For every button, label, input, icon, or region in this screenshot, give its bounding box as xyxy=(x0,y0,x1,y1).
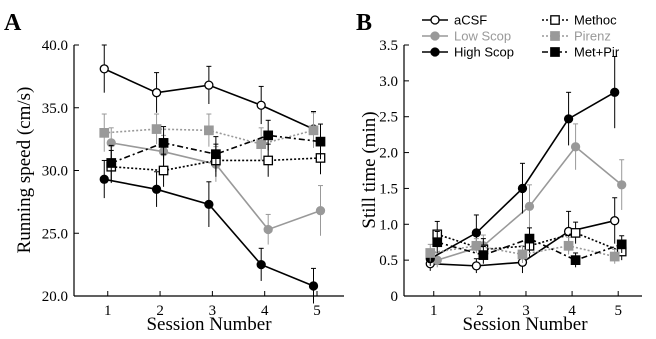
panel-b-series-highscop-point xyxy=(610,87,620,97)
panel-a-series-lowscop-point xyxy=(263,224,273,235)
panel-a-x-tick-label: 4 xyxy=(261,303,269,319)
panel-b-series-pirenz-point xyxy=(609,251,620,262)
panel-a-series-highscop-point xyxy=(99,174,109,184)
panel-b-series-methoc-line xyxy=(437,232,622,253)
panel-b-series-highscop-point xyxy=(471,228,482,238)
panel-b-x-tick-label: 1 xyxy=(430,303,438,319)
legend-metpir-label: Met+Pir xyxy=(574,45,620,60)
legend-methoc-label: Methoc xyxy=(574,13,617,28)
panel-b-x-axis-title: Session Number xyxy=(462,314,588,335)
panel-a-series-metpir-point xyxy=(263,130,274,141)
panel-b-y-tick-label: 1.5 xyxy=(379,181,398,197)
panel-a-series-acsf-point xyxy=(151,88,162,98)
panel-b-series-metpir-point xyxy=(524,233,535,244)
panel-b-series-pirenz-point xyxy=(425,248,436,258)
panel-a-series-highscop-point xyxy=(151,184,162,194)
legend-acsf-label: aCSF xyxy=(454,13,487,28)
legend-lowscop-label: Low Scop xyxy=(454,29,511,44)
panel-a-series-highscop-point xyxy=(204,199,214,210)
panel-b-series-metpir-point xyxy=(432,237,443,248)
panel-b-y-tick-label: 0 xyxy=(391,289,399,305)
panel-a-series-metpir-line xyxy=(110,134,321,164)
panel-b-series-acsf-point xyxy=(471,261,482,271)
panel-b-series-pirenz-point xyxy=(471,240,482,251)
panel-a-x-tick-label: 5 xyxy=(313,303,321,319)
panel-a-series-metpir-point xyxy=(158,138,169,148)
panel-a-series-pirenz-point xyxy=(308,125,319,136)
panel-a-x-axis-title: Session Number xyxy=(146,314,272,335)
panel-a-series-pirenz-point xyxy=(99,127,110,138)
panel-a-series-metpir-point xyxy=(315,136,326,147)
panel-b-y-axis-title: Still time (min) xyxy=(359,111,380,228)
panel-a-y-tick-label: 35.0 xyxy=(42,101,68,117)
panel-a-x-tick-label: 1 xyxy=(104,303,112,319)
panel-a-y-axis-title: Running speed (cm/s) xyxy=(14,87,35,254)
panel-a-series-metpir-point xyxy=(211,149,221,160)
panel-b-series-pirenz-point xyxy=(563,240,574,251)
panel-a-series-acsf-point xyxy=(204,80,214,90)
panel-a-series-highscop-point xyxy=(256,259,266,270)
panel-b-series-acsf-point xyxy=(610,216,620,226)
panel-b-series-highscop-point xyxy=(517,183,528,194)
panel-a-y-tick-label: 40.0 xyxy=(42,38,68,54)
panel-a-y-tick-label: 25.0 xyxy=(42,226,68,242)
panel-b-x-tick-label: 3 xyxy=(522,303,530,319)
legend-pirenz-marker xyxy=(550,31,560,41)
panel-a-chart: 20.0 25.0 30.0 35.0 40.0 1 2 3 4 5 Session Number R… xyxy=(14,38,344,335)
panel-b-x-tick-label: 5 xyxy=(614,303,622,319)
panel-a-series-metpir-point xyxy=(106,158,117,168)
panel-b-series-lowscop-point xyxy=(570,142,581,152)
panel-b-y-tick-label: 2.5 xyxy=(379,110,398,126)
panel-b-y-tick-label: 0.5 xyxy=(379,253,398,269)
legend-metpir-marker xyxy=(550,47,560,57)
panel-b-y-tick-label: 3.5 xyxy=(379,38,398,54)
legend-methoc-marker xyxy=(550,15,560,25)
panel-b-chart: 0 0.5 1.0 1.5 2.0 2.5 3.0 3.5 1 2 3 4 5 Session Numbe… xyxy=(359,38,642,335)
panel-a-y-tick-label: 30.0 xyxy=(42,164,68,180)
panel-a-series-pirenz-point xyxy=(256,139,267,149)
panel-a-series-pirenz-point xyxy=(151,124,162,134)
panel-b-series-metpir-point xyxy=(616,239,627,250)
panel-a-series-methoc-point xyxy=(158,165,169,176)
panel-b-series-lowscop-point xyxy=(524,201,535,212)
panel-b-y-tick-label: 3.0 xyxy=(379,74,398,90)
panel-b-letter: B xyxy=(356,10,372,36)
panel-b-series-pirenz-point xyxy=(517,249,528,260)
panel-b-y-tick-label: 1.0 xyxy=(379,217,398,233)
panel-b-series-metpir-point xyxy=(478,250,489,260)
panel-a-series-acsf-point xyxy=(99,64,109,74)
panel-b-series-highscop-point xyxy=(563,114,574,124)
legend-pirenz-label: Pirenz xyxy=(574,29,611,44)
panel-b-series-methoc-point xyxy=(570,228,581,238)
panel-a-series-lowscop-point xyxy=(315,206,326,216)
legend-acsf-marker xyxy=(430,15,440,25)
panel-b-series-lowscop-point xyxy=(617,180,627,190)
panel-b-x-tick-label: 4 xyxy=(568,303,576,319)
panel-a-series-acsf-point xyxy=(256,100,266,110)
panel-a-letter: A xyxy=(4,10,22,36)
panel-b-x-tick-label: 2 xyxy=(476,303,484,319)
panel-b-series-metpir-point xyxy=(570,255,581,265)
legend-highscop-marker xyxy=(430,47,440,57)
legend-highscop-label: High Scop xyxy=(454,45,514,60)
panel-a-x-tick-label: 3 xyxy=(209,303,217,319)
panel-a-series-highscop-point xyxy=(308,281,319,291)
panel-b-series-metpir-line xyxy=(437,237,622,262)
panel-a-y-tick-label: 20.0 xyxy=(42,289,68,305)
panel-a-series-pirenz-point xyxy=(204,125,214,136)
panel-b-y-tick-label: 2.0 xyxy=(379,146,398,162)
legend-lowscop-marker xyxy=(430,31,440,41)
panel-a-series-methoc-point xyxy=(263,155,274,166)
panel-a-x-tick-label: 2 xyxy=(156,303,164,319)
